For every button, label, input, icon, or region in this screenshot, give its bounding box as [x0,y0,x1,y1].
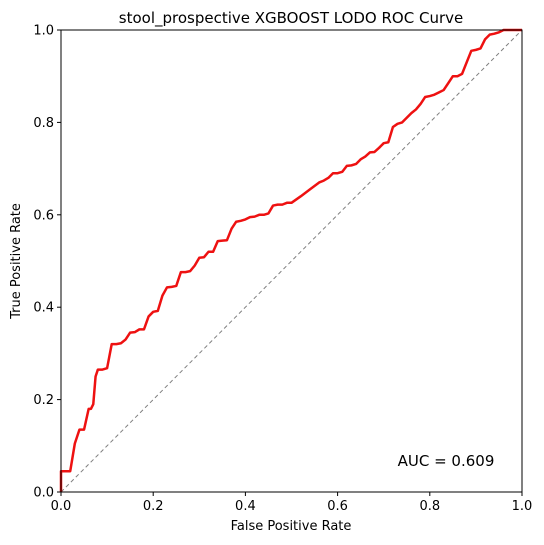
y-tick-label: 0.6 [33,208,54,223]
x-tick-label: 0.0 [51,499,72,514]
x-tick-label: 0.4 [235,499,256,514]
x-axis: 0.0 0.2 0.4 0.6 0.8 1.0 [51,492,533,514]
y-axis: 0.0 0.2 0.4 0.6 0.8 1.0 [33,24,61,501]
y-axis-label: True Positive Rate [9,203,24,320]
y-tick-label: 0.0 [33,486,54,501]
chance-diagonal-line [60,29,523,493]
x-tick-label: 0.8 [419,499,440,514]
x-tick-label: 0.2 [143,499,164,514]
y-tick-label: 0.2 [33,393,54,408]
x-tick-label: 0.6 [327,499,348,514]
auc-annotation: AUC = 0.609 [398,452,495,470]
x-tick-label: 1.0 [512,499,533,514]
plot-frame [60,29,523,493]
plot-area [59,28,523,493]
y-tick-label: 1.0 [33,24,54,39]
x-axis-label: False Positive Rate [231,519,352,534]
y-tick-label: 0.4 [33,301,54,316]
chart-title: stool_prospective XGBOOST LODO ROC Curve [119,9,463,28]
roc-curve-line [59,28,522,492]
y-tick-label: 0.8 [33,116,54,131]
